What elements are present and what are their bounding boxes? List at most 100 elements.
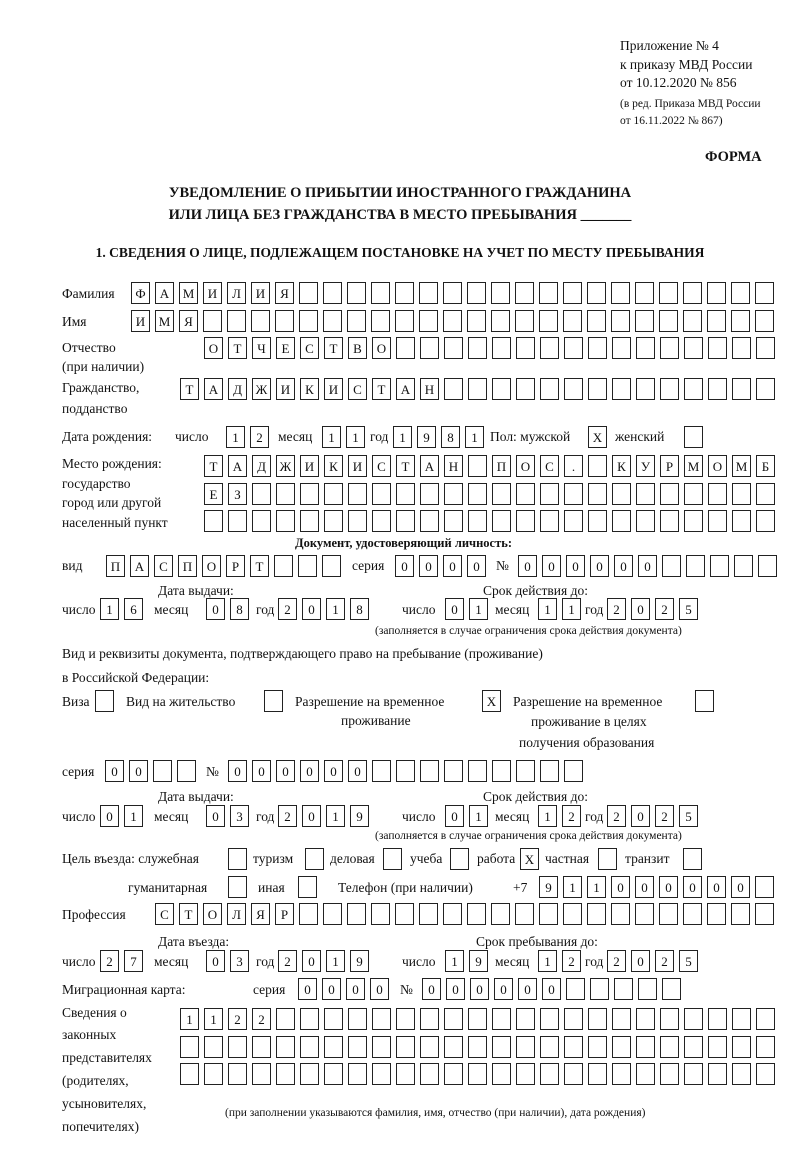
char-cell[interactable] [590, 978, 609, 1000]
char-cell[interactable]: 9 [469, 950, 488, 972]
char-cell[interactable] [492, 483, 511, 505]
char-cell[interactable]: 1 [326, 950, 345, 972]
char-cell[interactable] [516, 760, 535, 782]
char-cell[interactable] [611, 282, 630, 304]
char-cell[interactable] [708, 1063, 727, 1085]
char-cell[interactable] [251, 310, 270, 332]
char-cell[interactable] [420, 337, 439, 359]
char-cell[interactable]: 0 [422, 978, 441, 1000]
char-cell[interactable] [636, 378, 655, 400]
char-cell[interactable] [755, 876, 774, 898]
char-cell[interactable] [587, 903, 606, 925]
char-cell[interactable] [492, 1008, 511, 1030]
char-cell[interactable] [492, 378, 511, 400]
char-cell[interactable]: 0 [631, 598, 650, 620]
char-cell[interactable]: 0 [542, 555, 561, 577]
char-cell[interactable] [300, 510, 319, 532]
char-cell[interactable] [348, 483, 367, 505]
char-cell[interactable] [566, 978, 585, 1000]
char-cell[interactable] [396, 337, 415, 359]
char-cell[interactable]: Т [204, 455, 223, 477]
char-cell[interactable]: М [732, 455, 751, 477]
char-cell[interactable]: Л [227, 903, 246, 925]
char-cell[interactable] [612, 337, 631, 359]
char-cell[interactable] [756, 337, 775, 359]
char-cell[interactable] [348, 1036, 367, 1058]
char-cell[interactable]: Я [275, 282, 294, 304]
char-cell[interactable]: 8 [441, 426, 460, 448]
char-cell[interactable] [708, 1008, 727, 1030]
char-cell[interactable]: 0 [445, 598, 464, 620]
char-cell[interactable] [564, 760, 583, 782]
char-cell[interactable] [299, 903, 318, 925]
trp-education-checkbox[interactable] [695, 690, 714, 712]
char-cell[interactable]: 0 [129, 760, 148, 782]
char-cell[interactable] [180, 1063, 199, 1085]
char-cell[interactable]: 0 [611, 876, 630, 898]
char-cell[interactable] [323, 282, 342, 304]
char-cell[interactable] [731, 903, 750, 925]
char-cell[interactable]: Д [228, 378, 247, 400]
char-cell[interactable]: 2 [607, 805, 626, 827]
char-cell[interactable] [420, 1036, 439, 1058]
char-cell[interactable] [204, 510, 223, 532]
char-cell[interactable]: М [155, 310, 174, 332]
char-cell[interactable]: 1 [445, 950, 464, 972]
char-cell[interactable] [419, 903, 438, 925]
char-cell[interactable] [516, 1063, 535, 1085]
char-cell[interactable]: О [202, 555, 221, 577]
char-cell[interactable]: Ф [131, 282, 150, 304]
char-cell[interactable]: 0 [731, 876, 750, 898]
char-cell[interactable] [588, 483, 607, 505]
char-cell[interactable] [732, 510, 751, 532]
char-cell[interactable] [540, 510, 559, 532]
purpose-other-checkbox[interactable] [298, 876, 317, 898]
char-cell[interactable] [228, 510, 247, 532]
char-cell[interactable]: 1 [587, 876, 606, 898]
char-cell[interactable] [468, 1008, 487, 1030]
char-cell[interactable]: С [300, 337, 319, 359]
char-cell[interactable] [660, 1036, 679, 1058]
char-cell[interactable]: 1 [180, 1008, 199, 1030]
char-cell[interactable] [612, 1008, 631, 1030]
char-cell[interactable] [252, 483, 271, 505]
char-cell[interactable]: У [636, 455, 655, 477]
char-cell[interactable] [611, 903, 630, 925]
char-cell[interactable]: Е [204, 483, 223, 505]
char-cell[interactable]: 0 [590, 555, 609, 577]
char-cell[interactable] [635, 903, 654, 925]
char-cell[interactable]: 9 [417, 426, 436, 448]
char-cell[interactable] [636, 337, 655, 359]
purpose-business-checkbox[interactable] [383, 848, 402, 870]
char-cell[interactable]: М [179, 282, 198, 304]
char-cell[interactable]: 1 [538, 950, 557, 972]
char-cell[interactable]: 2 [228, 1008, 247, 1030]
char-cell[interactable] [274, 555, 293, 577]
char-cell[interactable] [588, 1063, 607, 1085]
char-cell[interactable] [395, 310, 414, 332]
char-cell[interactable] [683, 903, 702, 925]
char-cell[interactable] [204, 1063, 223, 1085]
char-cell[interactable]: 0 [470, 978, 489, 1000]
char-cell[interactable]: Д [252, 455, 271, 477]
char-cell[interactable] [732, 378, 751, 400]
char-cell[interactable]: Н [420, 378, 439, 400]
char-cell[interactable]: 0 [542, 978, 561, 1000]
char-cell[interactable]: 0 [228, 760, 247, 782]
char-cell[interactable] [383, 848, 402, 870]
char-cell[interactable] [443, 282, 462, 304]
char-cell[interactable]: К [324, 455, 343, 477]
char-cell[interactable] [540, 378, 559, 400]
char-cell[interactable] [732, 483, 751, 505]
char-cell[interactable]: О [708, 455, 727, 477]
